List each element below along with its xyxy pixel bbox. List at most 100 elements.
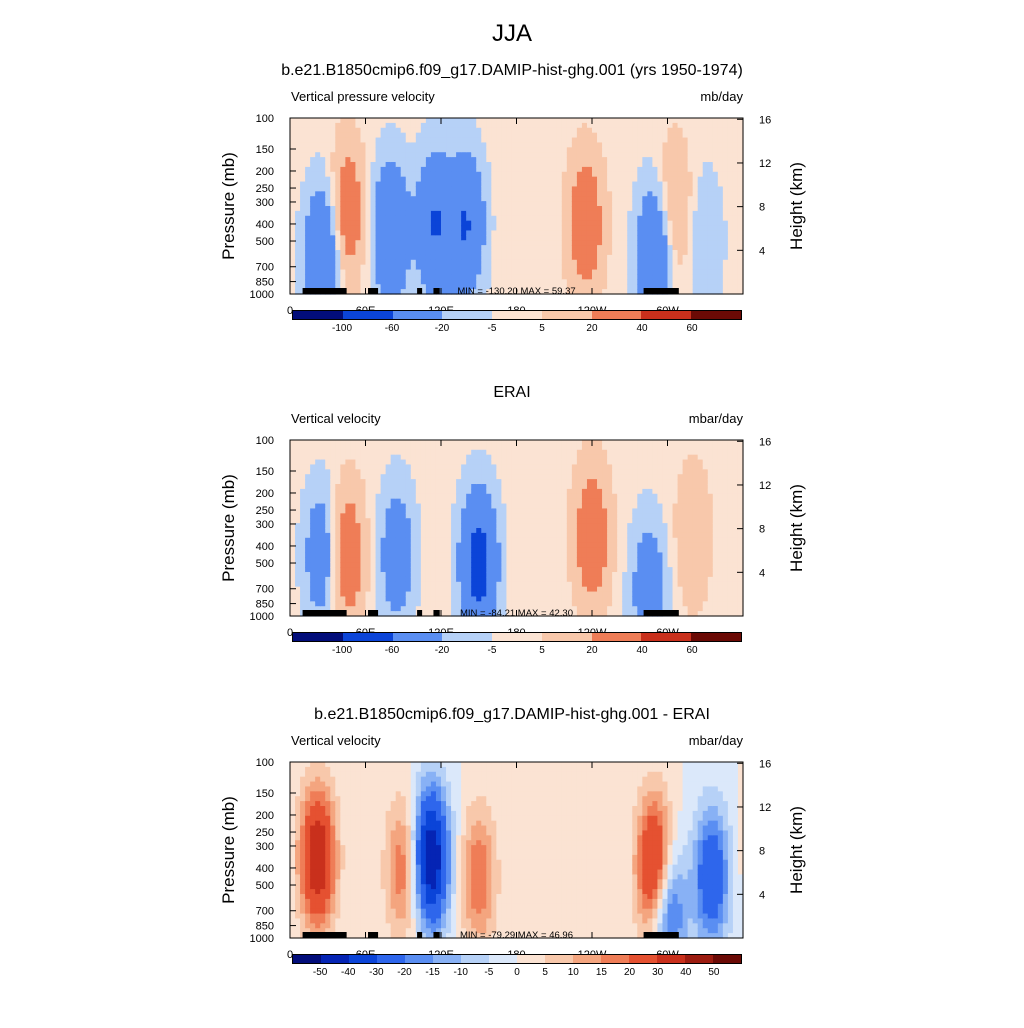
heatmap-cell	[728, 186, 734, 191]
heatmap-cell	[290, 274, 296, 279]
heatmap-cell	[597, 157, 603, 162]
heatmap-cell	[360, 548, 366, 553]
heatmap-cell	[310, 152, 316, 157]
heatmap-cell	[340, 499, 346, 504]
heatmap-cell	[345, 523, 351, 528]
heatmap-cell	[612, 240, 618, 245]
colorbar-swatch	[343, 311, 393, 319]
heatmap-cell	[471, 557, 477, 562]
heatmap-cell	[501, 128, 507, 133]
heatmap-cell	[547, 182, 553, 187]
heatmap-cell	[471, 538, 477, 543]
heatmap-cell	[396, 142, 402, 147]
heatmap-cell	[683, 191, 689, 196]
heatmap-cell	[426, 460, 432, 465]
heatmap-cell	[446, 577, 452, 582]
heatmap-cell	[471, 152, 477, 157]
heatmap-cell	[461, 245, 467, 250]
heatmap-cell	[506, 221, 512, 226]
heatmap-cell	[340, 445, 346, 450]
heatmap-cell	[411, 157, 417, 162]
heatmap-cell	[335, 445, 341, 450]
heatmap-cell	[411, 235, 417, 240]
heatmap-cell	[381, 543, 387, 548]
heatmap-cell	[683, 260, 689, 265]
heatmap-cell	[632, 265, 638, 270]
heatmap-cell	[366, 567, 372, 572]
heatmap-cell	[441, 572, 447, 577]
heatmap-cell	[662, 142, 668, 147]
heatmap-cell	[396, 596, 402, 601]
heatmap-cell	[703, 230, 709, 235]
heatmap-cell	[335, 128, 341, 133]
heatmap-cell	[678, 182, 684, 187]
heatmap-cell	[320, 450, 326, 455]
heatmap-cell	[391, 562, 397, 567]
heatmap-cell	[491, 484, 497, 489]
heatmap-cell	[290, 265, 296, 270]
heatmap-cell	[396, 162, 402, 167]
heatmap-cell	[406, 279, 412, 284]
heatmap-cell	[723, 274, 729, 279]
heatmap-cell	[496, 499, 502, 504]
heatmap-cell	[325, 552, 331, 557]
heatmap-cell	[371, 260, 377, 265]
heatmap-cell	[466, 504, 472, 509]
heatmap-cell	[426, 270, 432, 275]
heatmap-cell	[501, 464, 507, 469]
heatmap-cell	[496, 167, 502, 172]
heatmap-cell	[350, 504, 356, 509]
heatmap-cell	[547, 226, 553, 231]
heatmap-cell	[441, 455, 447, 460]
heatmap-cell	[511, 245, 517, 250]
heatmap-cell	[315, 474, 321, 479]
heatmap-cell	[537, 152, 543, 157]
heatmap-cell	[431, 206, 437, 211]
heatmap-cell	[506, 235, 512, 240]
heatmap-cell	[305, 557, 311, 562]
heatmap-cell	[537, 172, 543, 177]
heatmap-cell	[406, 518, 412, 523]
heatmap-cell	[401, 562, 407, 567]
heatmap-cell	[552, 191, 558, 196]
heatmap-cell	[486, 216, 492, 221]
heatmap-cell	[532, 216, 538, 221]
heatmap-cell	[421, 250, 427, 255]
heatmap-cell	[693, 206, 699, 211]
heatmap-cell	[511, 562, 517, 567]
heatmap-cell	[421, 123, 427, 128]
heatmap-cell	[376, 147, 382, 152]
heatmap-cell	[451, 230, 457, 235]
heatmap-cell	[491, 499, 497, 504]
heatmap-cell	[416, 523, 422, 528]
heatmap-cell	[486, 567, 492, 572]
heatmap-cell	[456, 508, 462, 513]
heatmap-cell	[451, 128, 457, 133]
heatmap-cell	[557, 128, 563, 133]
heatmap-cell	[597, 255, 603, 260]
heatmap-cell	[612, 274, 618, 279]
heatmap-cell	[522, 152, 528, 157]
heatmap-cell	[617, 206, 623, 211]
heatmap-cell	[350, 552, 356, 557]
heatmap-cell	[678, 118, 684, 123]
heatmap-cell	[652, 216, 658, 221]
heatmap-cell	[476, 133, 482, 138]
heatmap-cell	[330, 572, 336, 577]
heatmap-cell	[466, 255, 472, 260]
heatmap-cell	[496, 142, 502, 147]
heatmap-cell	[547, 250, 553, 255]
y-tick-label: 700	[256, 262, 274, 274]
heatmap-cell	[371, 484, 377, 489]
heatmap-cell	[652, 206, 658, 211]
heatmap-cell	[330, 255, 336, 260]
heatmap-cell	[617, 226, 623, 231]
heatmap-cell	[386, 221, 392, 226]
heatmap-cell	[647, 211, 653, 216]
heatmap-cell	[678, 142, 684, 147]
heatmap-cell	[622, 142, 628, 147]
heatmap-cell	[491, 191, 497, 196]
heatmap-cell	[678, 274, 684, 279]
heatmap-cell	[376, 587, 382, 592]
heatmap-cell	[325, 499, 331, 504]
